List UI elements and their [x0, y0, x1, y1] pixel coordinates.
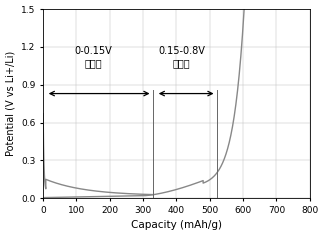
X-axis label: Capacity (mAh/g): Capacity (mAh/g) — [131, 220, 222, 230]
Text: 0.15-0.8V
克容量: 0.15-0.8V 克容量 — [158, 46, 205, 68]
Y-axis label: Potential (V vs Li+/Li): Potential (V vs Li+/Li) — [6, 51, 16, 156]
Text: 0-0.15V
克容量: 0-0.15V 克容量 — [74, 46, 112, 68]
